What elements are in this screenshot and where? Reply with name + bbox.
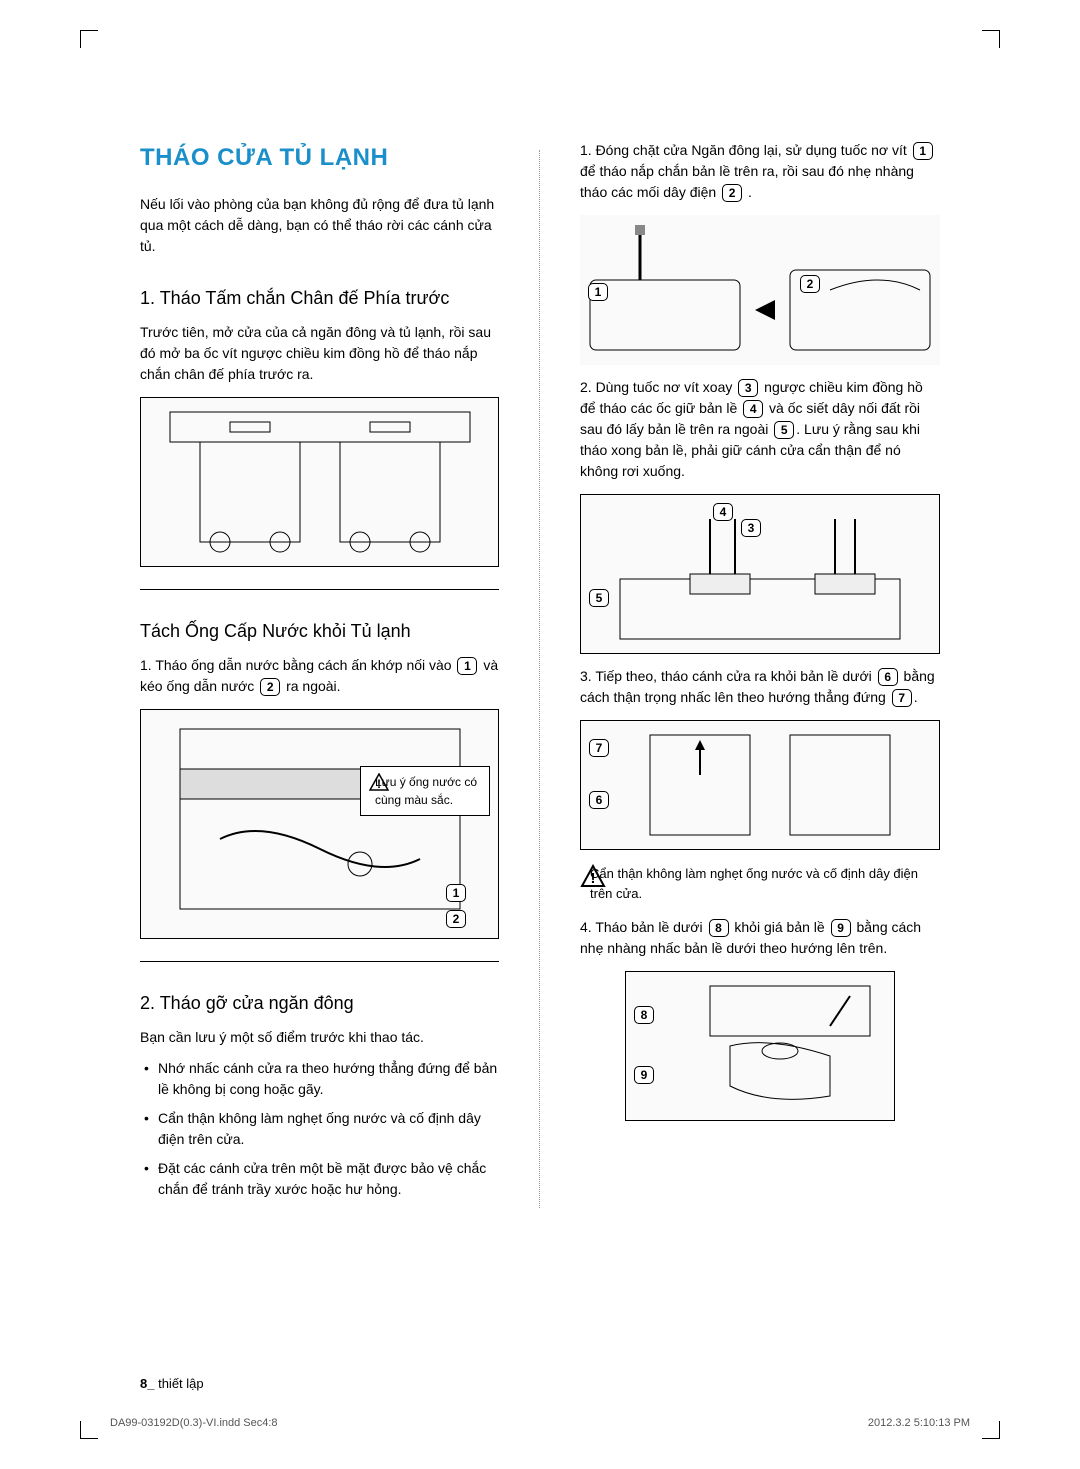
step4-text: 4. Tháo bản lề dưới 8 khỏi giá bản lề 9 …	[580, 917, 940, 959]
section2-intro: Bạn cần lưu ý một số điểm trước khi thao…	[140, 1027, 499, 1048]
page-section: thiết lập	[158, 1376, 204, 1391]
list-item: Nhớ nhấc cánh cửa ra theo hướng thẳng đứ…	[144, 1058, 499, 1100]
section1-heading: 1. Tháo Tấm chắn Chân đế Phía trước	[140, 285, 499, 312]
intro-text: Nếu lối vào phòng của bạn không đủ rộng …	[140, 194, 499, 257]
section-water-text: 1. Tháo ống dẫn nước bằng cách ấn khớp n…	[140, 655, 499, 697]
warning-text: Cẩn thận không làm nghẹt ống nước và cố …	[590, 864, 940, 903]
figure-hinge-cover: 1 2	[580, 215, 940, 365]
step2-text: 2. Dùng tuốc nơ vít xoay 3 ngược chiều k…	[580, 377, 940, 482]
step3-text: 3. Tiếp theo, tháo cánh cửa ra khỏi bản …	[580, 666, 940, 708]
section-water-heading: Tách Ống Cấp Nước khỏi Tủ lạnh	[140, 618, 499, 645]
label-1: 1	[457, 657, 477, 675]
page-number: 8_	[140, 1376, 154, 1391]
print-info-left: DA99-03192D(0.3)-VI.indd Sec4:8	[110, 1417, 278, 1429]
page-title: THÁO CỬA TỦ LẠNH	[140, 140, 499, 176]
step1-text: 1. Đóng chặt cửa Ngăn đông lại, sử dụng …	[580, 140, 940, 203]
print-info-right: 2012.3.2 5:10:13 PM	[868, 1417, 970, 1429]
right-column: 1. Đóng chặt cửa Ngăn đông lại, sử dụng …	[580, 140, 940, 1208]
column-divider	[539, 150, 540, 1208]
figure-lower-hinge: 8 9	[625, 971, 895, 1121]
water-warning-callout: ! Lưu ý ống nước có cùng màu sắc.	[360, 766, 490, 816]
figure-labels: 1 2	[444, 884, 468, 928]
figure-upper-hinge: 4 3 5	[580, 494, 940, 654]
warning-note: ! Cẩn thận không làm nghẹt ống nước và c…	[580, 864, 940, 903]
page-footer: 8_ thiết lập	[140, 1376, 204, 1391]
section1-text: Trước tiên, mở cửa của cả ngăn đông và t…	[140, 322, 499, 385]
figure-remove-door: 7 6	[580, 720, 940, 850]
divider	[140, 589, 499, 590]
page-content: THÁO CỬA TỦ LẠNH Nếu lối vào phòng của b…	[80, 40, 1000, 1268]
figure-leg-cover	[140, 397, 499, 567]
callout-text: Lưu ý ống nước có cùng màu sắc.	[375, 773, 481, 809]
section2-heading: 2. Tháo gỡ cửa ngăn đông	[140, 990, 499, 1017]
list-item: Cẩn thận không làm nghẹt ống nước và cố …	[144, 1108, 499, 1150]
divider	[140, 961, 499, 962]
list-item: Đặt các cánh cửa trên một bề mặt được bả…	[144, 1158, 499, 1200]
left-column: THÁO CỬA TỦ LẠNH Nếu lối vào phòng của b…	[140, 140, 499, 1208]
precaution-list: Nhớ nhấc cánh cửa ra theo hướng thẳng đứ…	[144, 1058, 499, 1200]
label-2: 2	[260, 678, 280, 696]
figure-water-line: ! Lưu ý ống nước có cùng màu sắc. 1 2	[140, 709, 499, 939]
